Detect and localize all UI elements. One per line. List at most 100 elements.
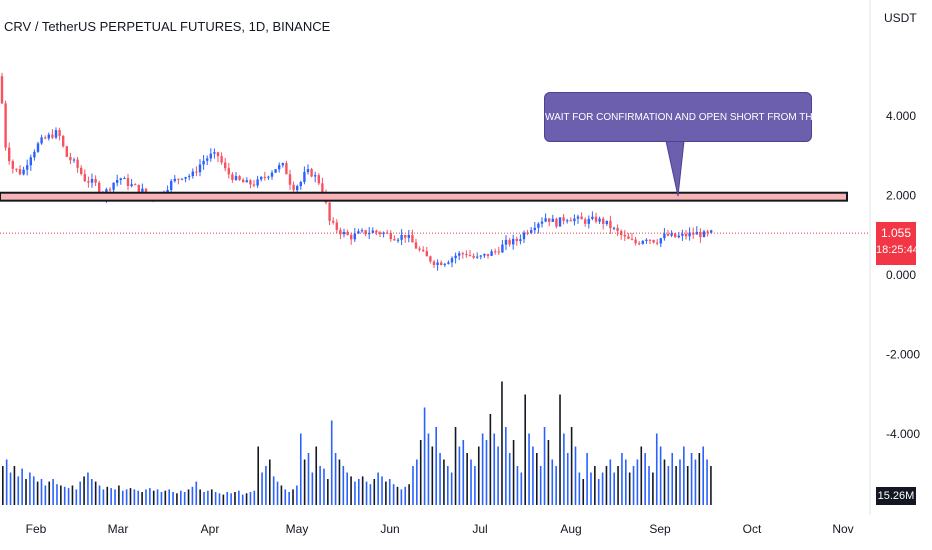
volume-bar bbox=[369, 484, 372, 505]
volume-bar bbox=[559, 394, 561, 505]
candle-body bbox=[476, 256, 479, 258]
candle-body bbox=[382, 232, 385, 234]
candle-body bbox=[130, 184, 133, 187]
candle-body bbox=[119, 178, 122, 181]
price-axis[interactable]: 4.000 2.000 0.000 -2.000 -4.000 bbox=[886, 109, 920, 441]
volume-bar bbox=[44, 485, 47, 505]
candle-body bbox=[375, 230, 378, 233]
volume-bar bbox=[210, 489, 213, 505]
volume-bar bbox=[199, 489, 201, 505]
candle-body bbox=[537, 223, 540, 228]
last-price-badge: 1.055 18:25:44 bbox=[876, 222, 919, 265]
candle-body bbox=[40, 137, 43, 144]
volume-bar bbox=[408, 484, 410, 505]
volume-bar bbox=[652, 472, 654, 505]
candle-body bbox=[371, 230, 374, 233]
volume-bar bbox=[450, 472, 453, 505]
candle-body bbox=[224, 162, 227, 169]
candle-body bbox=[256, 179, 259, 186]
candle-body bbox=[472, 255, 475, 258]
resistance-zone-rect[interactable] bbox=[0, 191, 848, 202]
candle-body bbox=[191, 171, 194, 177]
candle-body bbox=[116, 180, 119, 183]
candle-body bbox=[4, 103, 7, 148]
candle-body bbox=[252, 184, 256, 186]
volume-bar bbox=[466, 453, 468, 505]
time-tick-label: Nov bbox=[832, 522, 853, 536]
candle-body bbox=[332, 220, 335, 223]
candle-body bbox=[533, 227, 536, 231]
volume-bar bbox=[416, 459, 418, 505]
volume-bar bbox=[241, 494, 244, 505]
time-tick-label: Sep bbox=[649, 522, 671, 536]
time-axis[interactable]: Feb Mar Apr May Jun Jul Aug Sep Oct Nov bbox=[26, 522, 854, 536]
candle-body bbox=[389, 233, 392, 240]
candle-body bbox=[141, 188, 144, 192]
candle-body bbox=[443, 263, 446, 265]
candle-body bbox=[645, 239, 648, 241]
candle-body bbox=[173, 178, 176, 182]
volume-bar bbox=[222, 494, 225, 505]
volume-bar bbox=[261, 472, 263, 505]
candle-body bbox=[425, 251, 428, 257]
volume-bar bbox=[60, 485, 62, 505]
candle-body bbox=[58, 130, 61, 136]
bar-countdown: 18:25:44 bbox=[876, 244, 919, 256]
volume-bar bbox=[121, 490, 124, 505]
annotation-callout[interactable]: WAIT FOR CONFIRMATION AND OPEN SHORT FRO… bbox=[544, 92, 853, 142]
candle-body bbox=[33, 151, 36, 158]
candle-body bbox=[83, 173, 86, 182]
candle-body bbox=[321, 183, 324, 194]
candle-body bbox=[605, 220, 608, 225]
candle-body bbox=[400, 234, 403, 240]
candle-body bbox=[407, 235, 410, 238]
volume-bar bbox=[447, 466, 449, 505]
candle-body bbox=[540, 221, 544, 224]
candle-body bbox=[364, 230, 367, 235]
candle-body bbox=[180, 178, 184, 180]
candle-body bbox=[202, 160, 205, 165]
candle-body bbox=[144, 188, 148, 194]
candle-body bbox=[238, 176, 241, 180]
volume-bar bbox=[675, 466, 677, 505]
candle-body bbox=[515, 238, 518, 242]
volume-bar bbox=[365, 481, 368, 505]
volume-bar bbox=[253, 490, 256, 505]
volume-bar bbox=[435, 427, 437, 505]
resistance-zone[interactable] bbox=[0, 191, 848, 202]
volume-bar bbox=[381, 476, 383, 505]
candle-body bbox=[566, 220, 569, 222]
volume-bar bbox=[601, 472, 604, 505]
volume-bar bbox=[632, 466, 635, 505]
volume-bar bbox=[694, 459, 697, 505]
volume-bar bbox=[187, 489, 190, 505]
volume-bar bbox=[400, 489, 403, 505]
volume-bar bbox=[83, 476, 85, 505]
candle-body bbox=[573, 218, 576, 222]
candle-body bbox=[303, 172, 306, 183]
volume-bar bbox=[137, 490, 140, 505]
volume-bar bbox=[574, 446, 577, 505]
volume-bar bbox=[98, 485, 101, 505]
volume-bar bbox=[563, 433, 565, 505]
volume-bar bbox=[17, 476, 20, 505]
candle-body bbox=[630, 238, 634, 240]
volume-bar bbox=[36, 481, 39, 505]
time-tick-label: May bbox=[286, 522, 309, 536]
price-tick-label: 0.000 bbox=[886, 268, 916, 282]
volume-bar bbox=[617, 466, 619, 505]
candle-body bbox=[87, 181, 90, 183]
candle-body bbox=[314, 175, 317, 177]
volume-bar bbox=[67, 488, 70, 505]
price-tick-label: 4.000 bbox=[886, 109, 916, 123]
candle-body bbox=[29, 157, 32, 166]
candle-body bbox=[335, 222, 338, 230]
candle-body bbox=[422, 249, 425, 252]
candle-body bbox=[108, 189, 112, 191]
volume-bar bbox=[477, 446, 480, 505]
price-axis-currency[interactable]: USDT bbox=[884, 11, 917, 25]
volume-bar bbox=[532, 446, 534, 505]
candle-body bbox=[112, 182, 115, 190]
candle-body bbox=[76, 159, 79, 168]
